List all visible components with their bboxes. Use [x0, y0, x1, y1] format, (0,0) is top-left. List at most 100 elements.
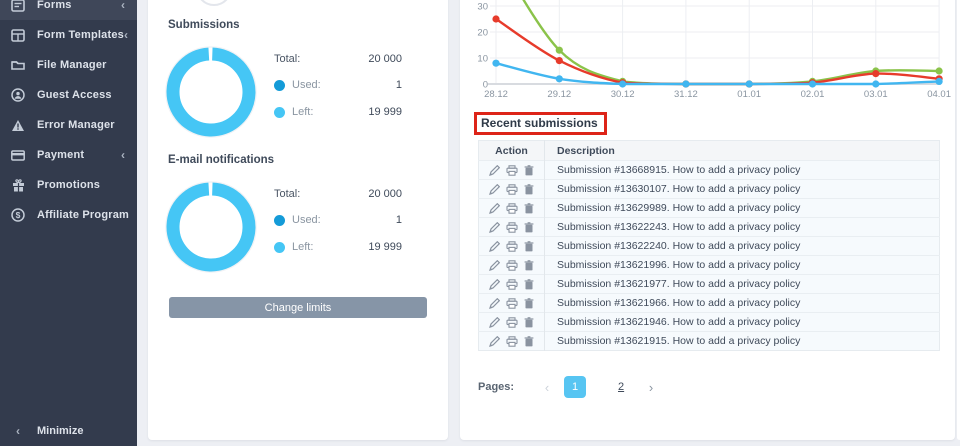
print-icon[interactable]: [506, 164, 518, 176]
action-cell: [478, 236, 545, 256]
submissions-donut-chart: [163, 44, 259, 140]
page-button-2[interactable]: 2: [618, 381, 625, 393]
chevron-left-icon: ‹: [121, 0, 125, 12]
action-cell: [478, 217, 545, 237]
print-icon[interactable]: [506, 316, 518, 328]
delete-icon[interactable]: [524, 202, 534, 214]
edit-icon[interactable]: [489, 297, 500, 309]
sidebar-item-label: Forms: [37, 0, 72, 11]
sidebar-item-affiliate-program[interactable]: $ Affiliate Program: [0, 200, 137, 230]
edit-icon[interactable]: [489, 183, 500, 195]
sidebar-item-guest-access[interactable]: Guest Access: [0, 80, 137, 110]
svg-text:20: 20: [477, 28, 488, 39]
sidebar-item-payment[interactable]: Payment ‹: [0, 140, 137, 170]
delete-icon[interactable]: [524, 240, 534, 252]
description-cell[interactable]: Submission #13622240. How to add a priva…: [544, 236, 940, 256]
svg-text:31.12: 31.12: [674, 89, 698, 100]
delete-icon[interactable]: [524, 297, 534, 309]
table-header-row: Action Description: [478, 140, 940, 161]
print-icon[interactable]: [506, 335, 518, 347]
action-cell: [478, 312, 545, 332]
delete-icon[interactable]: [524, 316, 534, 328]
print-icon[interactable]: [506, 240, 518, 252]
description-cell[interactable]: Submission #13621966. How to add a priva…: [544, 293, 940, 313]
edit-icon[interactable]: [489, 240, 500, 252]
action-cell: [478, 293, 545, 313]
print-icon[interactable]: [506, 259, 518, 271]
total-value: 20 000: [368, 188, 402, 200]
edit-icon[interactable]: [489, 259, 500, 271]
svg-text:03.01: 03.01: [864, 89, 888, 100]
next-page-icon[interactable]: ›: [648, 379, 654, 395]
sidebar-item-promotions[interactable]: Promotions: [0, 170, 137, 200]
sidebar-item-form-templates[interactable]: Form Templates ‹: [0, 20, 137, 50]
description-cell[interactable]: Submission #13621996. How to add a priva…: [544, 255, 940, 275]
description-cell[interactable]: Submission #13629989. How to add a priva…: [544, 198, 940, 218]
left-label: Left:: [292, 241, 314, 253]
main-panel: 0 10 20 30 28.12 29.12 30.12 31.12 01.01 02.01 03.…: [460, 0, 955, 440]
chevron-left-icon: ‹: [16, 424, 20, 438]
used-label: Used:: [292, 214, 321, 226]
action-cell: [478, 331, 545, 351]
column-header-description: Description: [544, 140, 940, 161]
page-button-1[interactable]: 1: [564, 376, 587, 398]
recent-submissions-table: Action Description Submission #13668915.…: [478, 140, 940, 351]
delete-icon[interactable]: [524, 221, 534, 233]
svg-text:$: $: [16, 210, 21, 220]
svg-text:30.12: 30.12: [611, 89, 635, 100]
chevron-left-icon: ‹: [123, 28, 128, 42]
action-cell: [478, 198, 545, 218]
edit-icon[interactable]: [489, 278, 500, 290]
action-cell: [478, 179, 545, 199]
svg-text:04.01: 04.01: [927, 89, 951, 100]
table-row: Submission #13621946. How to add a priva…: [478, 312, 940, 332]
print-icon[interactable]: [506, 183, 518, 195]
delete-icon[interactable]: [524, 183, 534, 195]
description-cell[interactable]: Submission #13621977. How to add a priva…: [544, 274, 940, 294]
edit-icon[interactable]: [489, 221, 500, 233]
table-row: Submission #13668915. How to add a priva…: [478, 160, 940, 180]
table-row: Submission #13622240. How to add a priva…: [478, 236, 940, 256]
edit-icon[interactable]: [489, 316, 500, 328]
payment-icon: [10, 147, 26, 163]
delete-icon[interactable]: [524, 335, 534, 347]
svg-text:28.12: 28.12: [484, 89, 508, 100]
delete-icon[interactable]: [524, 259, 534, 271]
prev-page-icon[interactable]: ‹: [544, 379, 550, 395]
delete-icon[interactable]: [524, 278, 534, 290]
forms-icon: [10, 0, 26, 13]
print-icon[interactable]: [506, 297, 518, 309]
legend-row-total: Total: 20 000: [274, 186, 402, 202]
left-dot-icon: [274, 241, 285, 253]
description-cell[interactable]: Submission #13622243. How to add a priva…: [544, 217, 940, 237]
sidebar-item-forms[interactable]: Forms ‹: [0, 0, 137, 20]
description-cell[interactable]: Submission #13668915. How to add a priva…: [544, 160, 940, 180]
recent-submissions-title: Recent submissions: [474, 112, 607, 135]
description-cell[interactable]: Submission #13621946. How to add a priva…: [544, 312, 940, 332]
sidebar-minimize[interactable]: ‹ Minimize: [0, 416, 137, 446]
promotions-icon: [10, 177, 26, 193]
edit-icon[interactable]: [489, 202, 500, 214]
edit-icon[interactable]: [489, 164, 500, 176]
edit-icon[interactable]: [489, 335, 500, 347]
print-icon[interactable]: [506, 221, 518, 233]
print-icon[interactable]: [506, 278, 518, 290]
change-limits-button[interactable]: Change limits: [169, 297, 427, 318]
affiliate-program-icon: $: [10, 207, 26, 223]
print-icon[interactable]: [506, 202, 518, 214]
email-donut-chart: [163, 179, 259, 275]
svg-text:29.12: 29.12: [547, 89, 571, 100]
sidebar-item-error-manager[interactable]: Error Manager: [0, 110, 137, 140]
table-row: Submission #13621966. How to add a priva…: [478, 293, 940, 313]
sidebar-item-file-manager[interactable]: File Manager: [0, 50, 137, 80]
error-manager-icon: [10, 117, 26, 133]
column-header-action: Action: [478, 140, 545, 161]
sidebar-item-label: Error Manager: [37, 119, 115, 131]
email-limit-title: E-mail notifications: [168, 154, 275, 166]
submissions-limit-title: Submissions: [168, 19, 240, 31]
description-cell[interactable]: Submission #13621915. How to add a priva…: [544, 331, 940, 351]
table-row: Submission #13621996. How to add a priva…: [478, 255, 940, 275]
delete-icon[interactable]: [524, 164, 534, 176]
description-cell[interactable]: Submission #13630107. How to add a priva…: [544, 179, 940, 199]
used-dot-icon: [274, 79, 285, 91]
